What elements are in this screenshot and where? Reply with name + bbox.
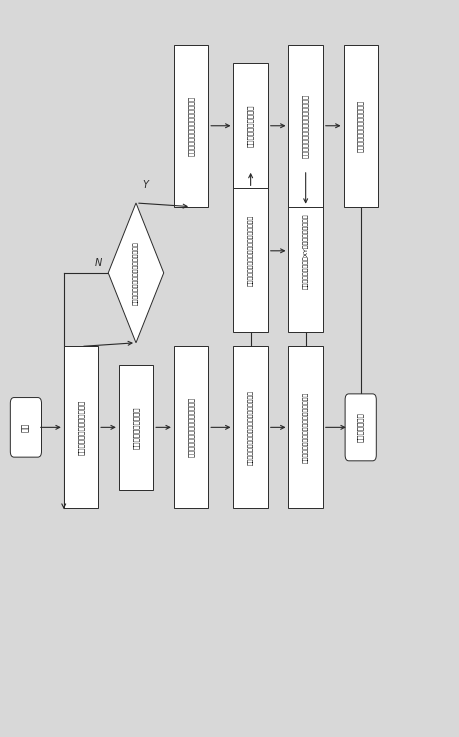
FancyBboxPatch shape xyxy=(174,45,208,206)
Text: 将二维码图像分别依XY坐标方向做投影处理: 将二维码图像分别依XY坐标方向做投影处理 xyxy=(302,213,308,289)
FancyBboxPatch shape xyxy=(10,397,41,457)
Text: 对图像做中值滤波处理: 对图像做中值滤波处理 xyxy=(132,406,139,449)
FancyBboxPatch shape xyxy=(344,394,375,461)
Text: 获取二维码所有黑白方块的中心坐标: 获取二维码所有黑白方块的中心坐标 xyxy=(302,94,308,158)
Text: 对二维码区域图像黑色像素点做连通域处理: 对二维码区域图像黑色像素点做连通域处理 xyxy=(247,215,253,287)
FancyBboxPatch shape xyxy=(343,45,377,206)
Text: 获取工业相机拍摄的实时图像: 获取工业相机拍摄的实时图像 xyxy=(78,399,84,455)
FancyBboxPatch shape xyxy=(233,63,267,188)
FancyBboxPatch shape xyxy=(64,346,98,509)
Polygon shape xyxy=(108,203,163,343)
Text: 二维码图像从图像坐标系转换到二维码坐标系: 二维码图像从图像坐标系转换到二维码坐标系 xyxy=(247,390,253,465)
Text: 将矩阵信息代入解码规则，解出二维码信息: 将矩阵信息代入解码规则，解出二维码信息 xyxy=(302,392,308,463)
FancyBboxPatch shape xyxy=(233,170,267,332)
Text: N: N xyxy=(94,257,101,268)
Text: 二维码区域图像二值化: 二维码区域图像二值化 xyxy=(247,105,253,147)
Text: 过滤所有连通域并筛选出四个边界: 过滤所有连通域并筛选出四个边界 xyxy=(187,397,194,458)
Text: Y: Y xyxy=(143,181,149,190)
FancyBboxPatch shape xyxy=(118,365,153,490)
Text: 根据特征判断当前图像是否存在二维码: 根据特征判断当前图像是否存在二维码 xyxy=(133,241,139,304)
FancyBboxPatch shape xyxy=(174,346,208,509)
Text: 开始: 开始 xyxy=(22,423,30,432)
FancyBboxPatch shape xyxy=(288,170,322,332)
FancyBboxPatch shape xyxy=(233,346,267,509)
Text: 输出二维码信息: 输出二维码信息 xyxy=(357,413,363,442)
Text: 整幅图像中提取出二维码区域图像: 整幅图像中提取出二维码区域图像 xyxy=(187,96,194,156)
FancyBboxPatch shape xyxy=(288,45,322,206)
FancyBboxPatch shape xyxy=(288,346,322,509)
Text: 获取二维码黑白方块信息矩阵: 获取二维码黑白方块信息矩阵 xyxy=(357,99,363,152)
